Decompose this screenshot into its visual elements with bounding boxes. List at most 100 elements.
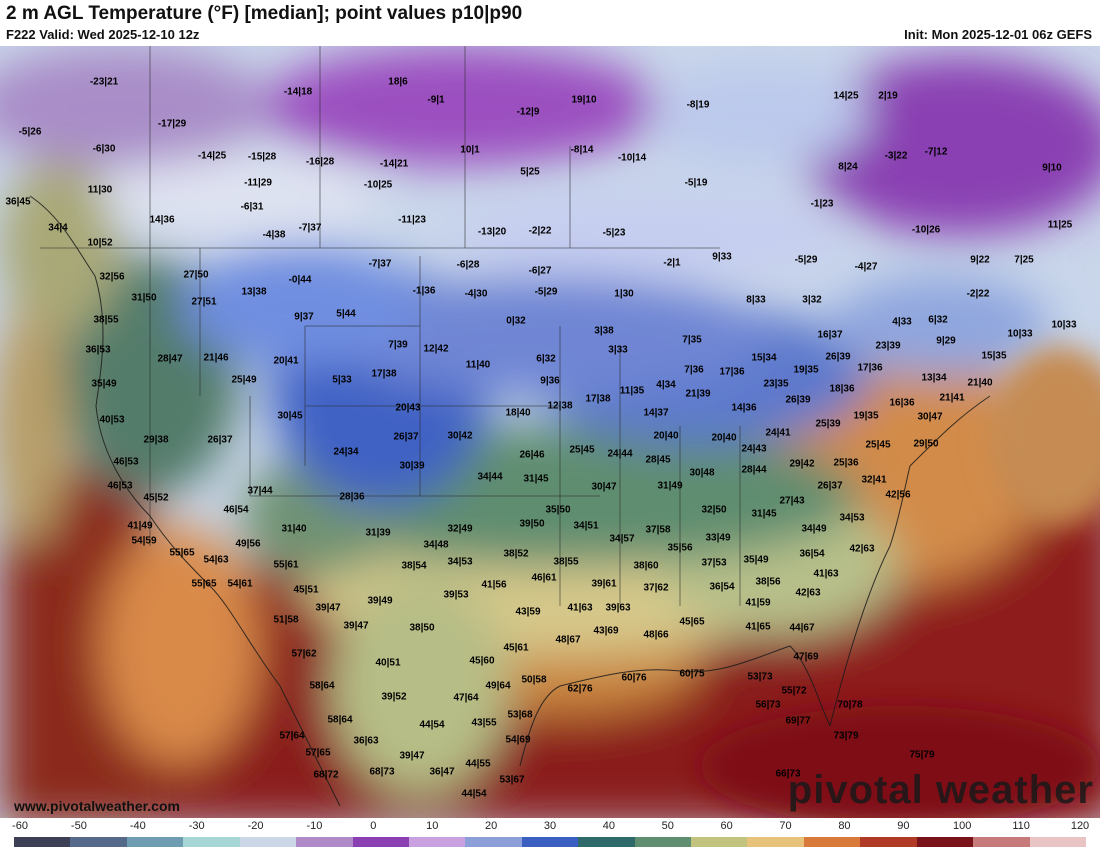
point-value: 28|45 bbox=[645, 454, 671, 466]
point-value: 3|38 bbox=[594, 325, 614, 337]
point-value: 32|56 bbox=[99, 271, 125, 283]
colorbar-tick: 30 bbox=[543, 820, 557, 832]
point-value: -2|22 bbox=[966, 288, 990, 300]
point-value: 51|58 bbox=[273, 614, 299, 626]
point-value: 6|32 bbox=[536, 353, 556, 365]
point-value: 9|37 bbox=[294, 311, 314, 323]
point-value: 68|73 bbox=[369, 766, 395, 778]
colorbar-swatch bbox=[860, 837, 917, 847]
colorbar-swatch bbox=[803, 837, 861, 847]
point-value: 43|69 bbox=[593, 625, 619, 637]
point-value: 12|38 bbox=[547, 400, 573, 412]
point-value: 17|36 bbox=[857, 362, 883, 374]
point-value: 12|42 bbox=[423, 343, 449, 355]
point-value: 34|57 bbox=[609, 533, 635, 545]
colorbar-tick: 70 bbox=[779, 820, 792, 832]
point-value: 25|45 bbox=[569, 444, 595, 456]
point-value: -8|14 bbox=[570, 144, 594, 156]
point-value: 35|56 bbox=[667, 542, 693, 554]
point-value: 31|50 bbox=[131, 292, 157, 304]
point-value: 75|79 bbox=[909, 749, 935, 761]
header: 2 m AGL Temperature (°F) [median]; point… bbox=[0, 0, 1100, 46]
colorbar-swatch bbox=[14, 837, 71, 847]
point-value: 45|51 bbox=[293, 584, 319, 596]
point-value: 14|36 bbox=[149, 214, 175, 226]
point-value: 16|36 bbox=[889, 397, 915, 409]
point-value: 42|63 bbox=[849, 543, 875, 555]
colorbar-tick: -10 bbox=[306, 820, 323, 832]
point-value: 35|49 bbox=[743, 554, 769, 566]
point-value: 58|64 bbox=[327, 714, 353, 726]
point-value: 53|73 bbox=[747, 671, 773, 683]
point-value: 18|36 bbox=[829, 383, 855, 395]
point-value: 24|34 bbox=[333, 446, 359, 458]
colorbar-tick: 120 bbox=[1070, 820, 1090, 832]
point-value: 33|49 bbox=[705, 532, 731, 544]
point-value: 17|38 bbox=[585, 393, 611, 405]
point-value: 30|47 bbox=[917, 411, 943, 423]
point-value: 45|60 bbox=[469, 655, 495, 667]
point-value: 31|45 bbox=[751, 508, 777, 520]
point-value: 57|65 bbox=[305, 747, 331, 759]
point-value: 44|67 bbox=[789, 622, 815, 634]
point-value: 34|51 bbox=[573, 520, 599, 532]
point-value: 29|38 bbox=[143, 434, 169, 446]
brand-logo: pivotal weather bbox=[787, 768, 1094, 812]
colorbar-tick: 80 bbox=[838, 820, 851, 832]
point-value: 36|53 bbox=[85, 344, 111, 356]
point-value: 46|61 bbox=[531, 572, 557, 584]
point-value: 13|34 bbox=[921, 372, 947, 384]
point-value: 36|45 bbox=[5, 196, 31, 208]
point-value: 0|32 bbox=[506, 315, 526, 327]
point-value: 34|49 bbox=[801, 523, 827, 535]
point-value: -16|28 bbox=[305, 156, 335, 168]
point-value: -13|20 bbox=[477, 226, 507, 238]
point-value: -7|37 bbox=[298, 222, 322, 234]
point-value: 14|36 bbox=[731, 402, 757, 414]
point-value: 41|49 bbox=[127, 520, 153, 532]
point-value: 47|64 bbox=[453, 692, 479, 704]
point-value: 60|76 bbox=[621, 672, 647, 684]
point-value: 39|53 bbox=[443, 589, 469, 601]
point-value: 36|54 bbox=[709, 581, 735, 593]
colorbar-swatch bbox=[691, 837, 748, 847]
point-value: 70|78 bbox=[837, 699, 863, 711]
point-value: 10|52 bbox=[87, 237, 113, 249]
colorbar: -60 -50 -40 -30 -20 -10 0 10 20 30 40 50 60 70 80 90 100… bbox=[0, 818, 1100, 850]
point-value: 30|48 bbox=[689, 467, 715, 479]
point-value: 36|63 bbox=[353, 735, 379, 747]
point-value: 17|36 bbox=[719, 366, 745, 378]
point-value: 32|49 bbox=[447, 523, 473, 535]
point-value: 39|61 bbox=[591, 578, 617, 590]
point-value: -15|28 bbox=[247, 151, 277, 163]
point-value: 46|54 bbox=[223, 504, 249, 516]
point-value: -5|19 bbox=[684, 177, 708, 189]
point-value: 35|50 bbox=[545, 504, 571, 516]
point-value: 62|76 bbox=[567, 683, 593, 695]
point-value: 49|64 bbox=[485, 680, 511, 692]
point-value: 13|38 bbox=[241, 286, 267, 298]
temperature-map[interactable]: -23|21 -14|18 18|6 -9|1 -12|9 19|10 -8|19 14|25… bbox=[0, 46, 1100, 818]
point-value: 46|53 bbox=[113, 456, 139, 468]
point-value: 39|47 bbox=[343, 620, 369, 632]
point-value: 69|77 bbox=[785, 715, 811, 727]
colorbar-tick: 10 bbox=[426, 820, 439, 832]
point-value: 43|55 bbox=[471, 717, 497, 729]
point-value: 20|40 bbox=[653, 430, 679, 442]
point-value: 37|44 bbox=[247, 485, 273, 497]
colorbar-tick: -50 bbox=[70, 820, 87, 832]
colorbar-tick: -60 bbox=[12, 820, 28, 832]
colorbar-swatch bbox=[408, 837, 466, 847]
point-value: 10|1 bbox=[460, 144, 480, 156]
point-value: 24|43 bbox=[741, 443, 767, 455]
point-value: 5|25 bbox=[520, 166, 540, 178]
point-value: 43|59 bbox=[515, 606, 541, 618]
colorbar-swatch bbox=[239, 837, 297, 847]
point-value: -12|9 bbox=[516, 106, 540, 118]
point-value: 5|33 bbox=[332, 374, 352, 386]
point-value: 42|63 bbox=[795, 587, 821, 599]
point-value: 44|54 bbox=[461, 788, 487, 800]
colorbar-tick: -30 bbox=[188, 820, 205, 832]
valid-time: F222 Valid: Wed 2025-12-10 12z bbox=[6, 27, 200, 42]
point-value: 21|39 bbox=[685, 388, 711, 400]
